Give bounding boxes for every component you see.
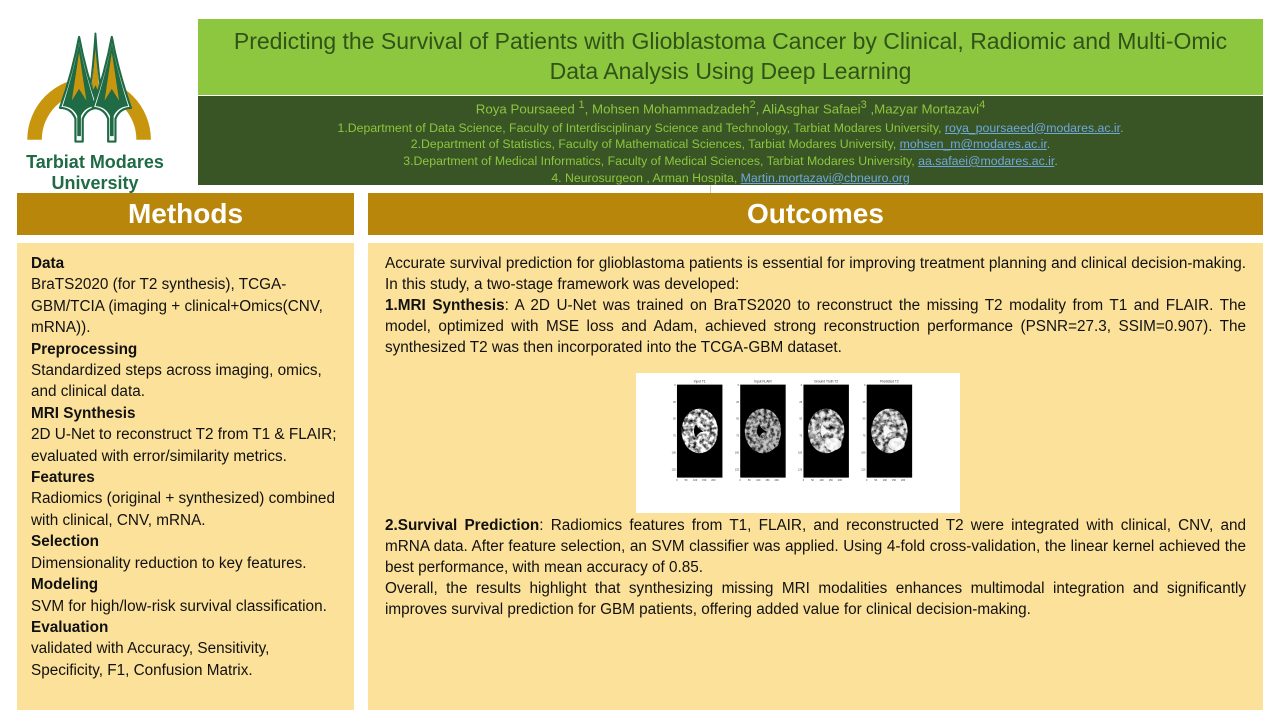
svg-text:125: 125 [671, 468, 676, 471]
svg-text:100: 100 [882, 478, 887, 481]
svg-text:200: 200 [837, 478, 842, 481]
svg-text:100: 100 [693, 478, 698, 481]
svg-text:Input FLAIR: Input FLAIR [754, 379, 772, 383]
svg-text:125: 125 [861, 468, 866, 471]
svg-text:Ground Truth T2: Ground Truth T2 [814, 379, 838, 383]
svg-text:200: 200 [774, 478, 779, 481]
svg-text:150: 150 [765, 478, 770, 481]
svg-text:Predicted T2: Predicted T2 [880, 379, 899, 383]
svg-text:100: 100 [756, 478, 761, 481]
svg-text:150: 150 [891, 478, 896, 481]
svg-text:100: 100 [861, 451, 866, 454]
svg-text:100: 100 [798, 451, 803, 454]
svg-text:125: 125 [734, 468, 739, 471]
svg-text:150: 150 [828, 478, 833, 481]
svg-text:125: 125 [798, 468, 803, 471]
svg-text:100: 100 [819, 478, 824, 481]
svg-text:200: 200 [900, 478, 905, 481]
svg-text:Input T1: Input T1 [693, 379, 705, 383]
svg-text:200: 200 [711, 478, 716, 481]
svg-text:100: 100 [671, 451, 676, 454]
svg-text:150: 150 [702, 478, 707, 481]
svg-text:100: 100 [734, 451, 739, 454]
